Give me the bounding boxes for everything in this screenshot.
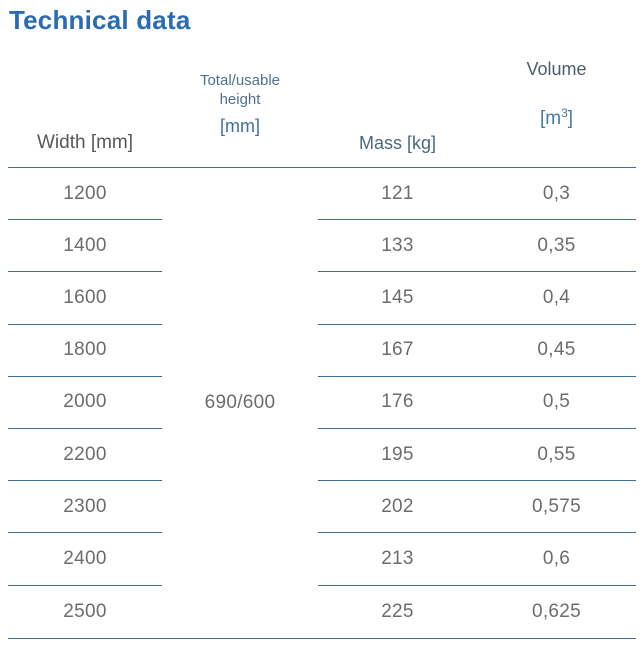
col-header-width: Width [mm] bbox=[36, 132, 134, 153]
height-header-unit: [mm] bbox=[220, 116, 260, 136]
volume-unit-superscript: 3 bbox=[561, 106, 568, 120]
technical-data-table: Width [mm] Total/usable height [mm] Mass… bbox=[8, 54, 636, 639]
width-cell: 1600 bbox=[8, 272, 162, 325]
width-cell: 1200 bbox=[8, 168, 162, 221]
table-body: 1200 121 0,3 1400 133 0,35 1600 145 0,4 1800 167 0,… bbox=[8, 168, 636, 639]
width-cell: 1800 bbox=[8, 325, 162, 377]
width-cell: 2200 bbox=[8, 429, 162, 482]
height-header-line1: Total/usable bbox=[199, 72, 281, 89]
volume-cell: 0,625 bbox=[531, 600, 582, 622]
width-cell: 2500 bbox=[63, 600, 107, 622]
volume-unit-close: ] bbox=[567, 108, 574, 129]
width-cell: 2400 bbox=[8, 533, 162, 586]
col-header-volume: Volume [m3] bbox=[477, 54, 636, 167]
col-header-mass: Mass [kg] bbox=[358, 133, 437, 153]
mass-cell: 133 bbox=[318, 220, 477, 273]
volume-unit-open: [m bbox=[539, 108, 562, 129]
total-usable-height-value-cell: 690/600 bbox=[204, 391, 276, 413]
volume-cell: 0,5 bbox=[477, 377, 636, 429]
volume-cell: 0,3 bbox=[477, 168, 636, 221]
page-title: Technical data bbox=[9, 5, 191, 35]
volume-cell: 0,6 bbox=[477, 533, 636, 586]
height-header-line2: height bbox=[219, 91, 261, 108]
volume-cell: 0,4 bbox=[477, 272, 636, 325]
mass-cell: 195 bbox=[318, 429, 477, 482]
width-cell: 2300 bbox=[8, 481, 162, 534]
mass-cell: 121 bbox=[318, 168, 477, 221]
mass-cell: 213 bbox=[318, 533, 477, 586]
mass-cell: 145 bbox=[318, 272, 477, 325]
volume-header-label: Volume bbox=[526, 59, 587, 79]
volume-cell: 0,55 bbox=[477, 429, 636, 482]
mass-cell: 202 bbox=[318, 481, 477, 534]
col-header-total-usable-height: Total/usable height [mm] bbox=[162, 54, 318, 167]
volume-cell: 0,575 bbox=[477, 481, 636, 534]
volume-header-unit: [m3] bbox=[540, 106, 573, 130]
volume-cell: 0,45 bbox=[477, 325, 636, 377]
width-cell: 1400 bbox=[8, 220, 162, 273]
mass-cell: 167 bbox=[318, 325, 477, 377]
width-cell: 2000 bbox=[8, 377, 162, 429]
mass-cell: 176 bbox=[318, 377, 477, 429]
mass-cell: 225 bbox=[381, 600, 414, 622]
table-header-row: Width [mm] Total/usable height [mm] Mass… bbox=[8, 54, 636, 168]
volume-cell: 0,35 bbox=[477, 220, 636, 273]
